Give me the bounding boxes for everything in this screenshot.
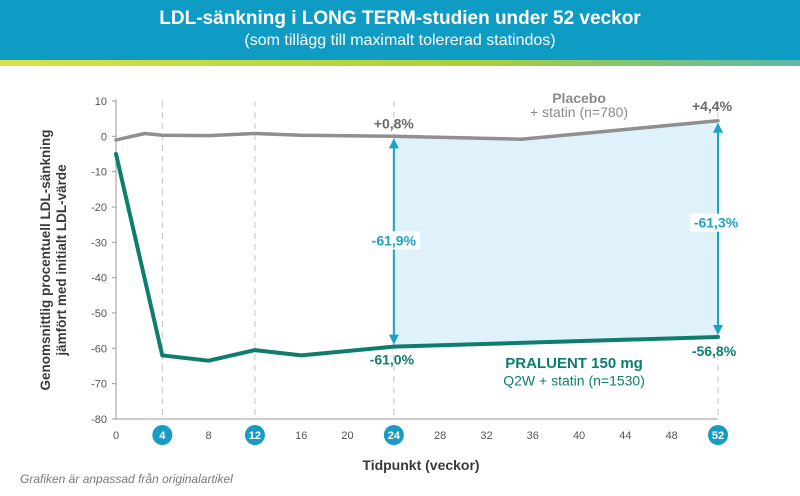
- praluent-series-line: [114, 152, 720, 363]
- y-tick-label: -40: [91, 273, 107, 285]
- difference-label-week-52: -61,3%: [694, 215, 739, 231]
- x-tick-label: 8: [206, 430, 212, 442]
- chart-title: LDL-sänkning i LONG TERM-studien under 5…: [159, 8, 641, 29]
- placebo-value-week-52: +4,4%: [692, 98, 733, 114]
- x-tick-badge-52: [708, 425, 728, 445]
- x-tick-label: 48: [666, 430, 678, 442]
- y-tick-label: -80: [91, 414, 107, 426]
- x-axis-label: Tidpunkt (veckor): [362, 457, 479, 473]
- placebo-value-week-24: +0,8%: [374, 115, 415, 131]
- praluent-series-detail: Q2W + statin (n=1530): [503, 372, 645, 388]
- x-tick-badge-4: [152, 425, 173, 445]
- x-tick-label: 16: [295, 430, 307, 442]
- x-tick-label: 32: [480, 430, 492, 442]
- x-tick-label: 24: [388, 430, 401, 442]
- y-tick-label: 0: [101, 131, 107, 143]
- y-tick-label: 10: [95, 96, 107, 108]
- y-tick-label: -50: [91, 308, 107, 320]
- header-stripe: [0, 60, 800, 66]
- x-tick-label: 28: [434, 430, 446, 442]
- x-tick-label: 20: [341, 430, 353, 442]
- x-tick-label: 40: [573, 430, 585, 442]
- y-tick-label: -20: [91, 202, 107, 214]
- y-axis-label: Genomsnittlig procentuell LDL-sänkningjä…: [38, 129, 69, 390]
- x-tick-badge-12: [244, 425, 265, 445]
- header-banner: LDL-sänkning i LONG TERM-studien under 5…: [0, 0, 800, 60]
- y-tick-label: -70: [91, 379, 107, 391]
- praluent-value-week-52: -56,8%: [692, 343, 737, 359]
- x-tick-label: 36: [527, 430, 539, 442]
- y-tick-label: -30: [91, 237, 107, 249]
- y-tick-label: -10: [91, 167, 107, 179]
- x-tick-label: 52: [712, 430, 724, 442]
- praluent-series-name: PRALUENT 150 mg: [505, 355, 643, 372]
- difference-label-week-24-bg: [367, 231, 420, 250]
- y-tick-label: -60: [91, 343, 107, 355]
- x-tick-label: 44: [619, 430, 631, 442]
- placebo-series-detail: + statin (n=780): [530, 104, 628, 120]
- placebo-series-name: Placebo: [552, 90, 606, 106]
- x-tick-label: 12: [249, 430, 261, 442]
- x-tick-badge-24: [383, 425, 404, 445]
- x-tick-label: 0: [113, 430, 119, 442]
- difference-label-week-52-bg: [690, 213, 742, 232]
- placebo-series-line: [114, 119, 720, 142]
- difference-area: [393, 120, 718, 347]
- footnote: Grafiken är anpassad från originalartike…: [20, 472, 233, 486]
- chart-subtitle: (som tillägg till maximalt tolererad sta…: [244, 32, 556, 49]
- x-tick-label: 4: [159, 430, 166, 442]
- difference-label-week-24: -61,9%: [372, 232, 417, 248]
- praluent-value-week-24: -61,0%: [370, 352, 415, 368]
